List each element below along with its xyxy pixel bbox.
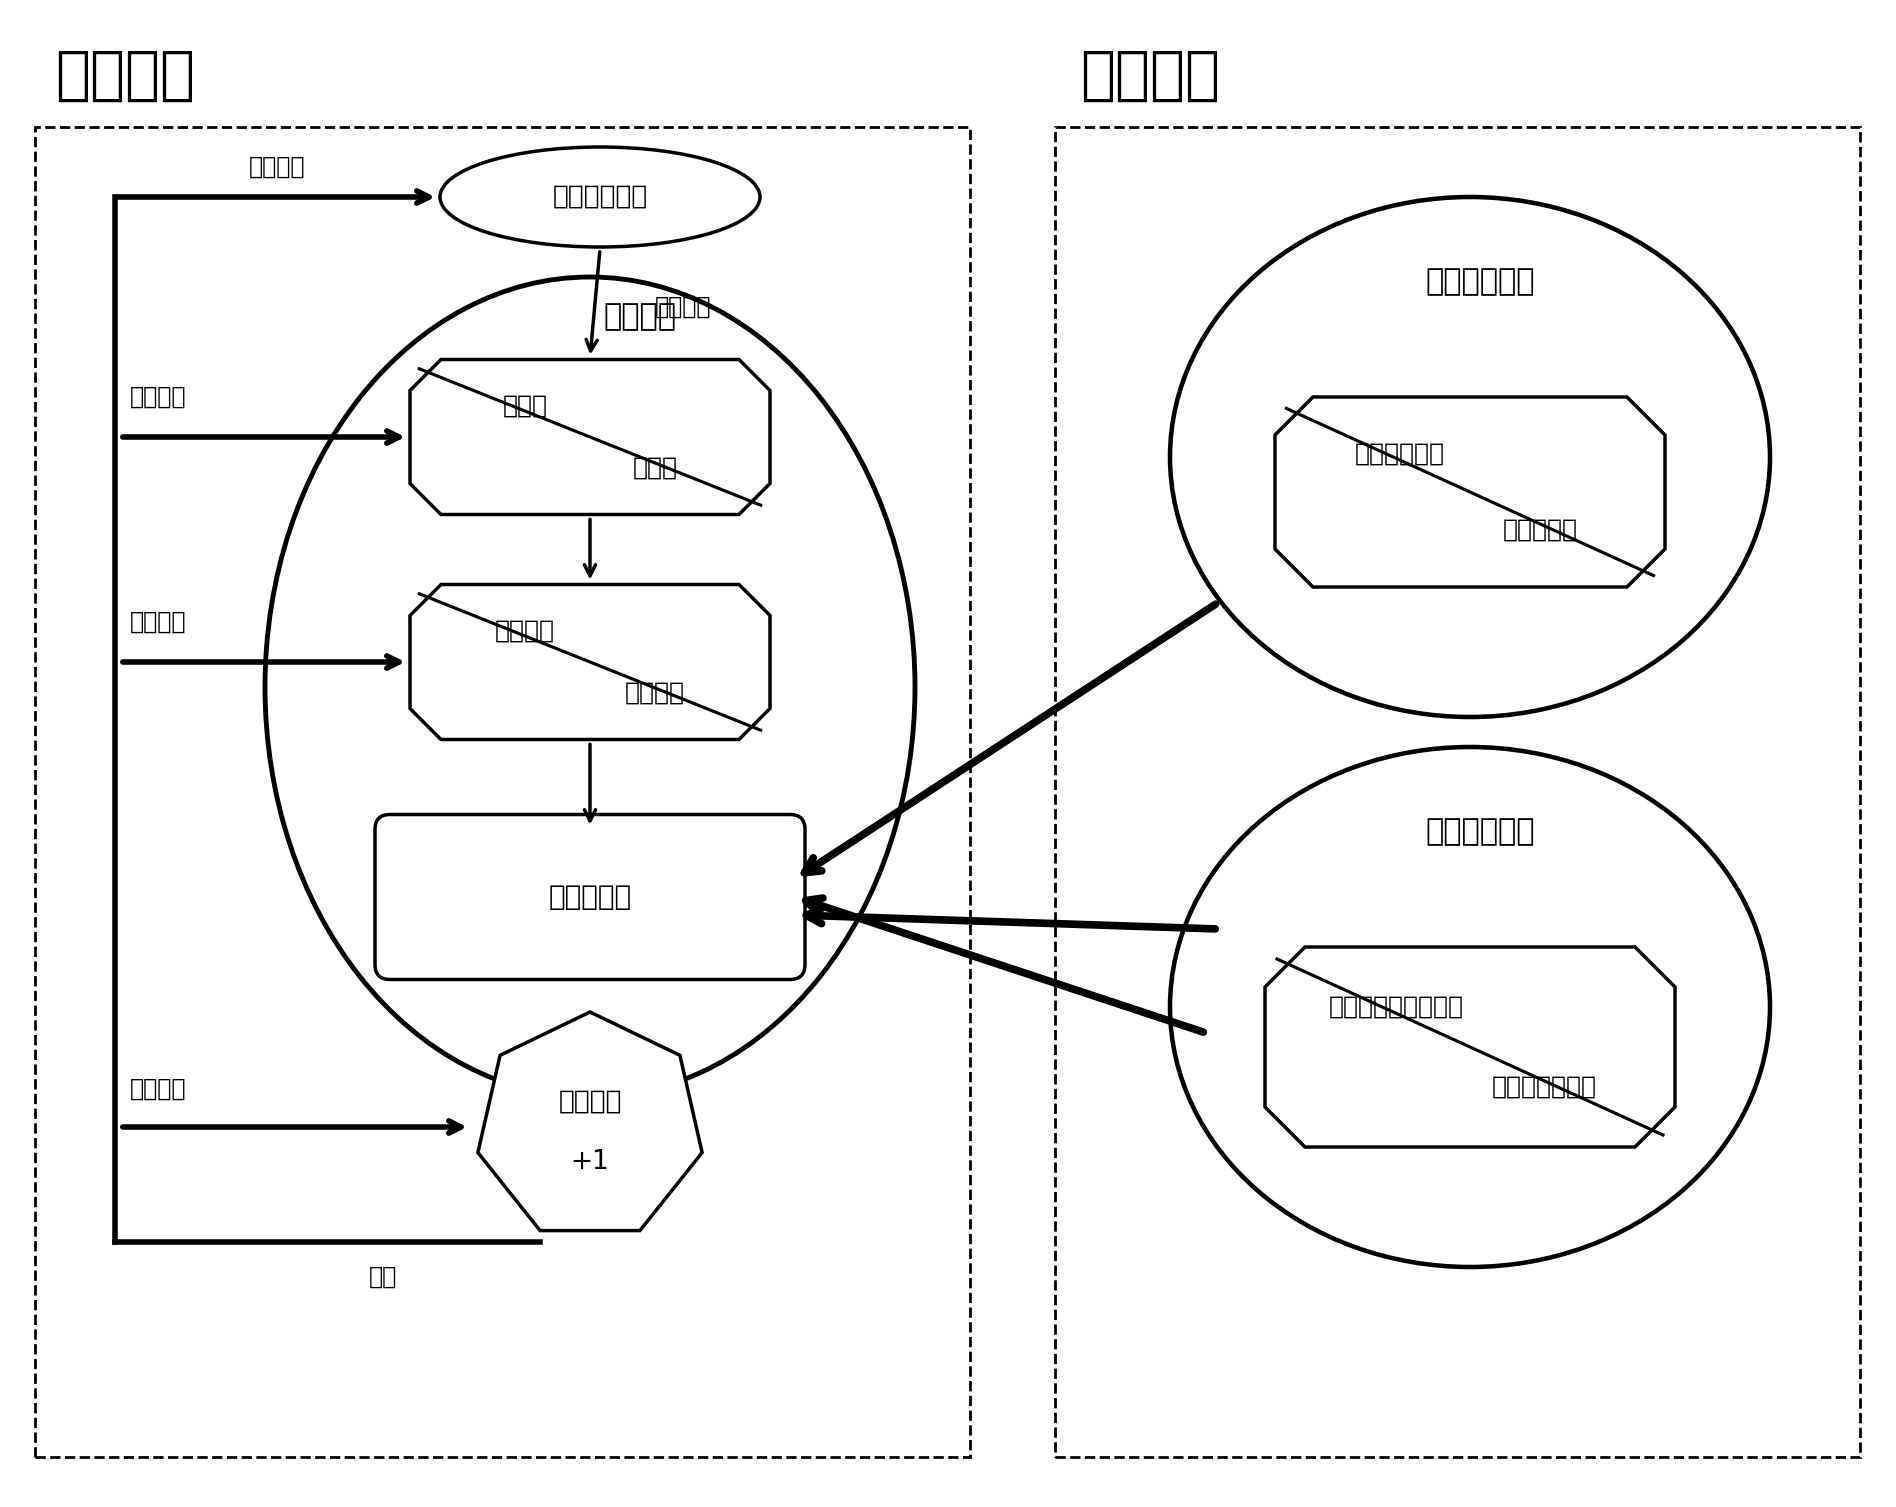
Text: 声学模型: 声学模型 — [1081, 47, 1219, 104]
Text: 说话声: 说话声 — [502, 393, 548, 417]
Text: 发声频率: 发声频率 — [131, 1078, 186, 1102]
Text: 房间尺寸（长宽高）: 房间尺寸（长宽高） — [1329, 995, 1464, 1019]
Text: 行为模型: 行为模型 — [55, 47, 195, 104]
Text: 持续时间: 持续时间 — [248, 155, 305, 179]
Text: 各表面吸声系数: 各表面吸声系数 — [1492, 1074, 1596, 1099]
Text: 门（开闭）: 门（开闭） — [1504, 518, 1577, 543]
Polygon shape — [478, 1013, 702, 1231]
Text: 墙体隔声系数: 墙体隔声系数 — [1356, 442, 1445, 466]
Text: 声压级计算: 声压级计算 — [548, 883, 631, 912]
Text: 噪声行为: 噪声行为 — [603, 303, 677, 332]
Text: 超时: 超时 — [368, 1264, 396, 1288]
Ellipse shape — [440, 148, 760, 247]
Ellipse shape — [1170, 197, 1771, 717]
Text: 设备声: 设备声 — [631, 457, 677, 481]
Text: 声源位置: 声源位置 — [131, 384, 186, 408]
Polygon shape — [410, 585, 770, 740]
Polygon shape — [410, 360, 770, 514]
Text: 单一声源: 单一声源 — [495, 619, 556, 643]
Text: 室外噪声干扰: 室外噪声干扰 — [1426, 268, 1534, 297]
Text: 复合声源: 复合声源 — [626, 681, 684, 705]
Text: 室内声场情况: 室内声场情况 — [1426, 817, 1534, 847]
Text: 间隔时间: 间隔时间 — [654, 295, 711, 319]
Text: +1: +1 — [571, 1148, 609, 1175]
Text: 噪声触发模块: 噪声触发模块 — [552, 184, 648, 209]
Text: 出现次数: 出现次数 — [557, 1090, 622, 1115]
FancyBboxPatch shape — [375, 814, 806, 980]
Polygon shape — [1274, 396, 1665, 588]
Ellipse shape — [1170, 747, 1771, 1267]
Text: 发声强度: 发声强度 — [131, 610, 186, 634]
Ellipse shape — [265, 277, 916, 1097]
Polygon shape — [1265, 946, 1674, 1147]
